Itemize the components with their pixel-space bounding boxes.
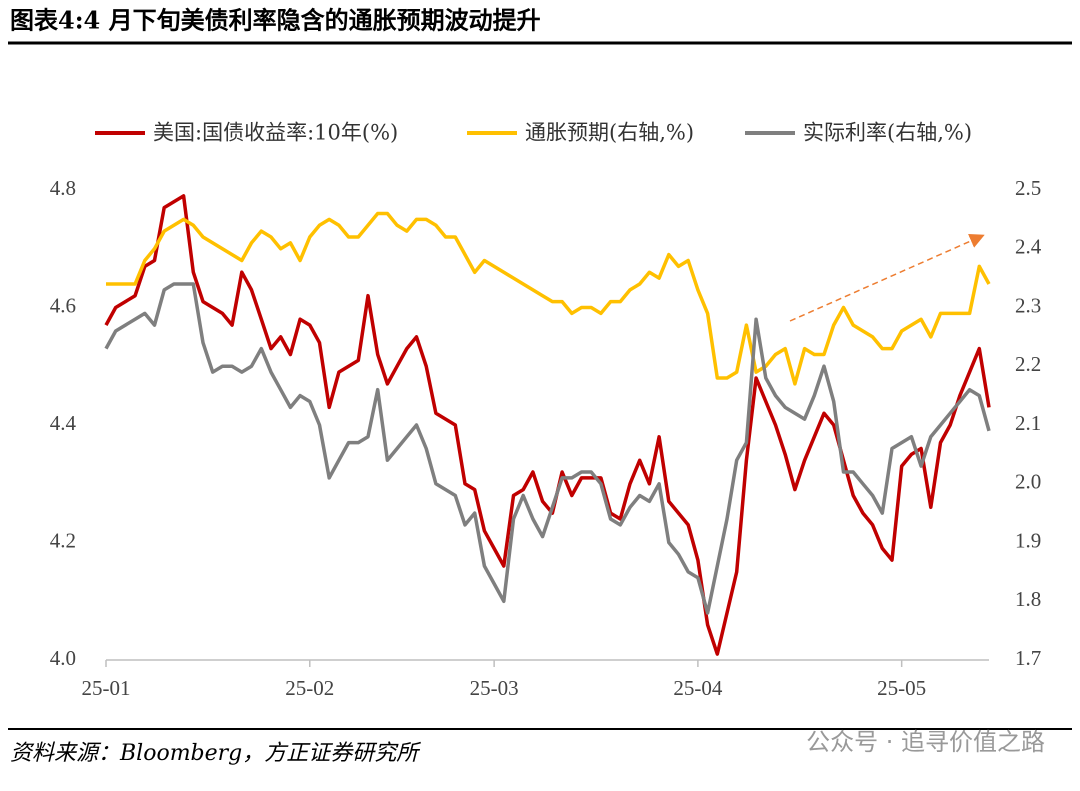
- y-tick-label: 4.2: [50, 528, 76, 552]
- x-tick-label: 25-04: [673, 676, 722, 700]
- y2-tick-label: 2.0: [1015, 470, 1041, 494]
- source: 资料来源：Bloomberg，方正证券研究所: [10, 741, 421, 766]
- y-tick-label: 4.4: [50, 411, 77, 435]
- x-tick-label: 25-03: [470, 676, 519, 700]
- y2-tick-label: 1.8: [1015, 587, 1041, 611]
- x-tick-label: 25-02: [285, 676, 334, 700]
- y-tick-label: 4.8: [50, 176, 76, 200]
- legend-label: 美国:国债收益率:10年(%): [153, 121, 398, 145]
- y-tick-label: 4.6: [50, 293, 76, 317]
- series-line: [104, 194, 991, 656]
- y2-tick-label: 1.7: [1015, 646, 1041, 670]
- y2-tick-label: 2.3: [1015, 293, 1041, 317]
- y2-tick-label: 1.9: [1015, 528, 1041, 552]
- legend-label: 通胀预期(右轴,%): [525, 121, 694, 145]
- chart-title: 图表4:4 月下旬美债利率隐含的通胀预期波动提升: [10, 6, 541, 35]
- x-tick-label: 25-05: [877, 676, 926, 700]
- y-tick-label: 4.0: [50, 646, 76, 670]
- y2-tick-label: 2.1: [1015, 411, 1041, 435]
- series-line: [106, 211, 991, 386]
- trend-arrow: [789, 233, 985, 322]
- legend-label: 实际利率(右轴,%): [803, 121, 972, 145]
- series-line: [104, 282, 991, 615]
- watermark: 公众号 · 追寻价值之路: [806, 728, 1045, 756]
- y2-tick-label: 2.2: [1015, 352, 1041, 376]
- y2-tick-label: 2.5: [1015, 176, 1041, 200]
- x-tick-label: 25-01: [82, 676, 131, 700]
- y2-tick-label: 2.4: [1015, 235, 1042, 259]
